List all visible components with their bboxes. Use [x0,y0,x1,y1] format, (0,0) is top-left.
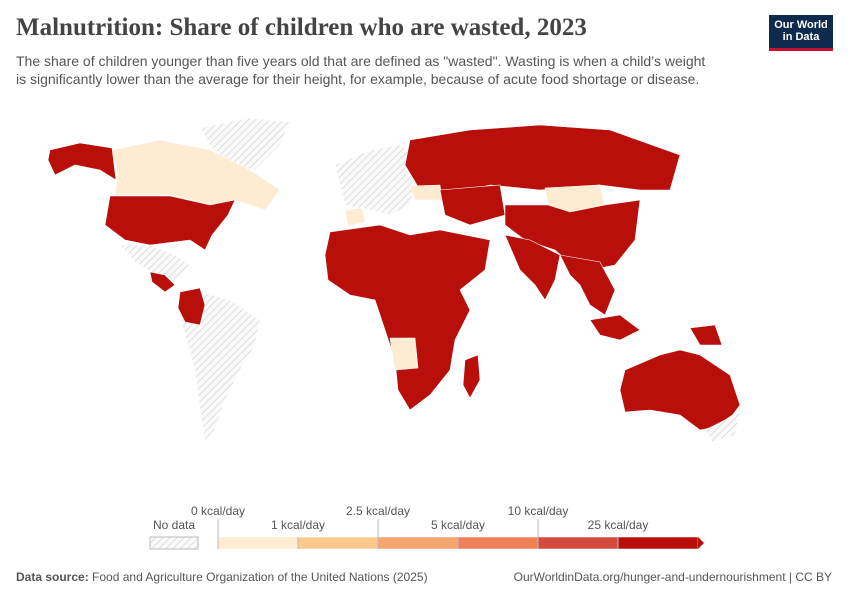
country[interactable] [334,144,421,216]
subtitle-line: is significantly lower than the average … [16,71,700,87]
legend-label: 2.5 kcal/day [346,504,410,518]
legend-arrow [698,537,704,549]
legend-label: 1 kcal/day [271,518,325,532]
country[interactable] [119,244,191,281]
country[interactable] [409,184,443,201]
country[interactable] [589,314,641,341]
source-text: Food and Agriculture Organization of the… [92,570,428,584]
legend-label: No data [153,518,195,532]
subtitle: The share of children younger than five … [16,52,705,88]
subtitle-line: The share of children younger than five … [16,53,706,69]
legend-label: 0 kcal/day [191,504,245,518]
logo-line: in Data [782,31,820,43]
logo[interactable]: Our World in Data [769,15,833,51]
source: Data source: Food and Agriculture Organi… [16,570,428,584]
country[interactable] [704,409,741,443]
country[interactable] [504,234,561,301]
no-data-swatch [149,536,199,550]
legend-label: 25 kcal/day [588,518,649,532]
country[interactable] [177,287,206,326]
legend-swatch [617,536,699,550]
legend-swatch [297,536,379,550]
country[interactable] [111,139,281,211]
country[interactable] [344,207,366,227]
map: No data 0 kcal/day 1 kcal/day 2.5 kcal/day… [47,117,741,550]
country[interactable] [324,224,491,411]
country[interactable] [404,124,681,196]
country[interactable] [504,199,641,273]
country[interactable] [104,195,236,251]
country[interactable] [619,349,741,431]
logo-line: Our World [774,19,828,31]
legend-swatch [217,536,299,550]
legend: No data 0 kcal/day 1 kcal/day 2.5 kcal/day… [149,504,704,550]
country[interactable] [389,337,419,371]
country[interactable] [559,254,616,316]
source-label: Data source: [16,570,89,584]
link[interactable]: OurWorldinData.org/hunger-and-undernouri… [513,570,832,584]
countries [47,117,741,443]
country[interactable] [179,289,261,441]
legend-label: 10 kcal/day [508,504,569,518]
country[interactable] [439,184,506,226]
legend-swatch [537,536,619,550]
country[interactable] [149,271,176,293]
country[interactable] [689,324,723,346]
country[interactable] [47,142,117,181]
title: Malnutrition: Share of children who are … [16,14,587,41]
legend-label: 5 kcal/day [431,518,485,532]
country[interactable] [462,354,481,399]
legend-swatch [457,536,539,550]
legend-swatch [377,536,459,550]
